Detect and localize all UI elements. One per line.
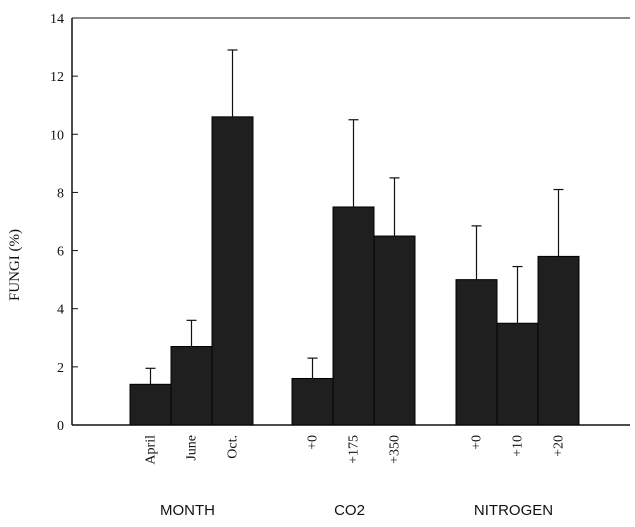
bar [129,383,172,426]
x-tick-label: Oct. [226,435,241,459]
x-tick-label: +350 [388,435,403,464]
group-label: MONTH [160,502,215,519]
x-tick-label: +0 [470,435,485,450]
bar [332,206,375,426]
x-tick-label: +175 [347,435,362,464]
y-tick-label: 4 [57,303,64,318]
y-tick-label: 14 [50,12,64,27]
x-tick-label: +20 [552,435,567,457]
x-tick-label: +0 [306,435,321,450]
y-axis-label: FUNGI (%) [7,229,23,301]
y-tick-label: 8 [57,186,64,201]
labels: 0 2 4 6 8 10 12 14 April June Oct. MONTH +0 +175 +350 C… [50,12,567,519]
y-tick-label: 2 [57,361,64,376]
y-tick-label: 10 [50,128,64,143]
x-tick-label: +10 [511,435,526,457]
group-label: NITROGEN [474,502,553,519]
group-label: CO2 [334,502,365,519]
bar [537,255,580,426]
y-tick-label: 12 [50,70,64,85]
bar [211,116,254,426]
x-tick-label: April [144,435,159,465]
x-tick-label: June [185,435,200,461]
bars [129,49,580,426]
y-tick-label: 0 [57,419,64,434]
bar [170,346,213,426]
bar [291,377,334,426]
y-tick-label: 6 [57,245,64,260]
bar [455,279,498,426]
bar [373,235,416,426]
bar [496,322,539,426]
